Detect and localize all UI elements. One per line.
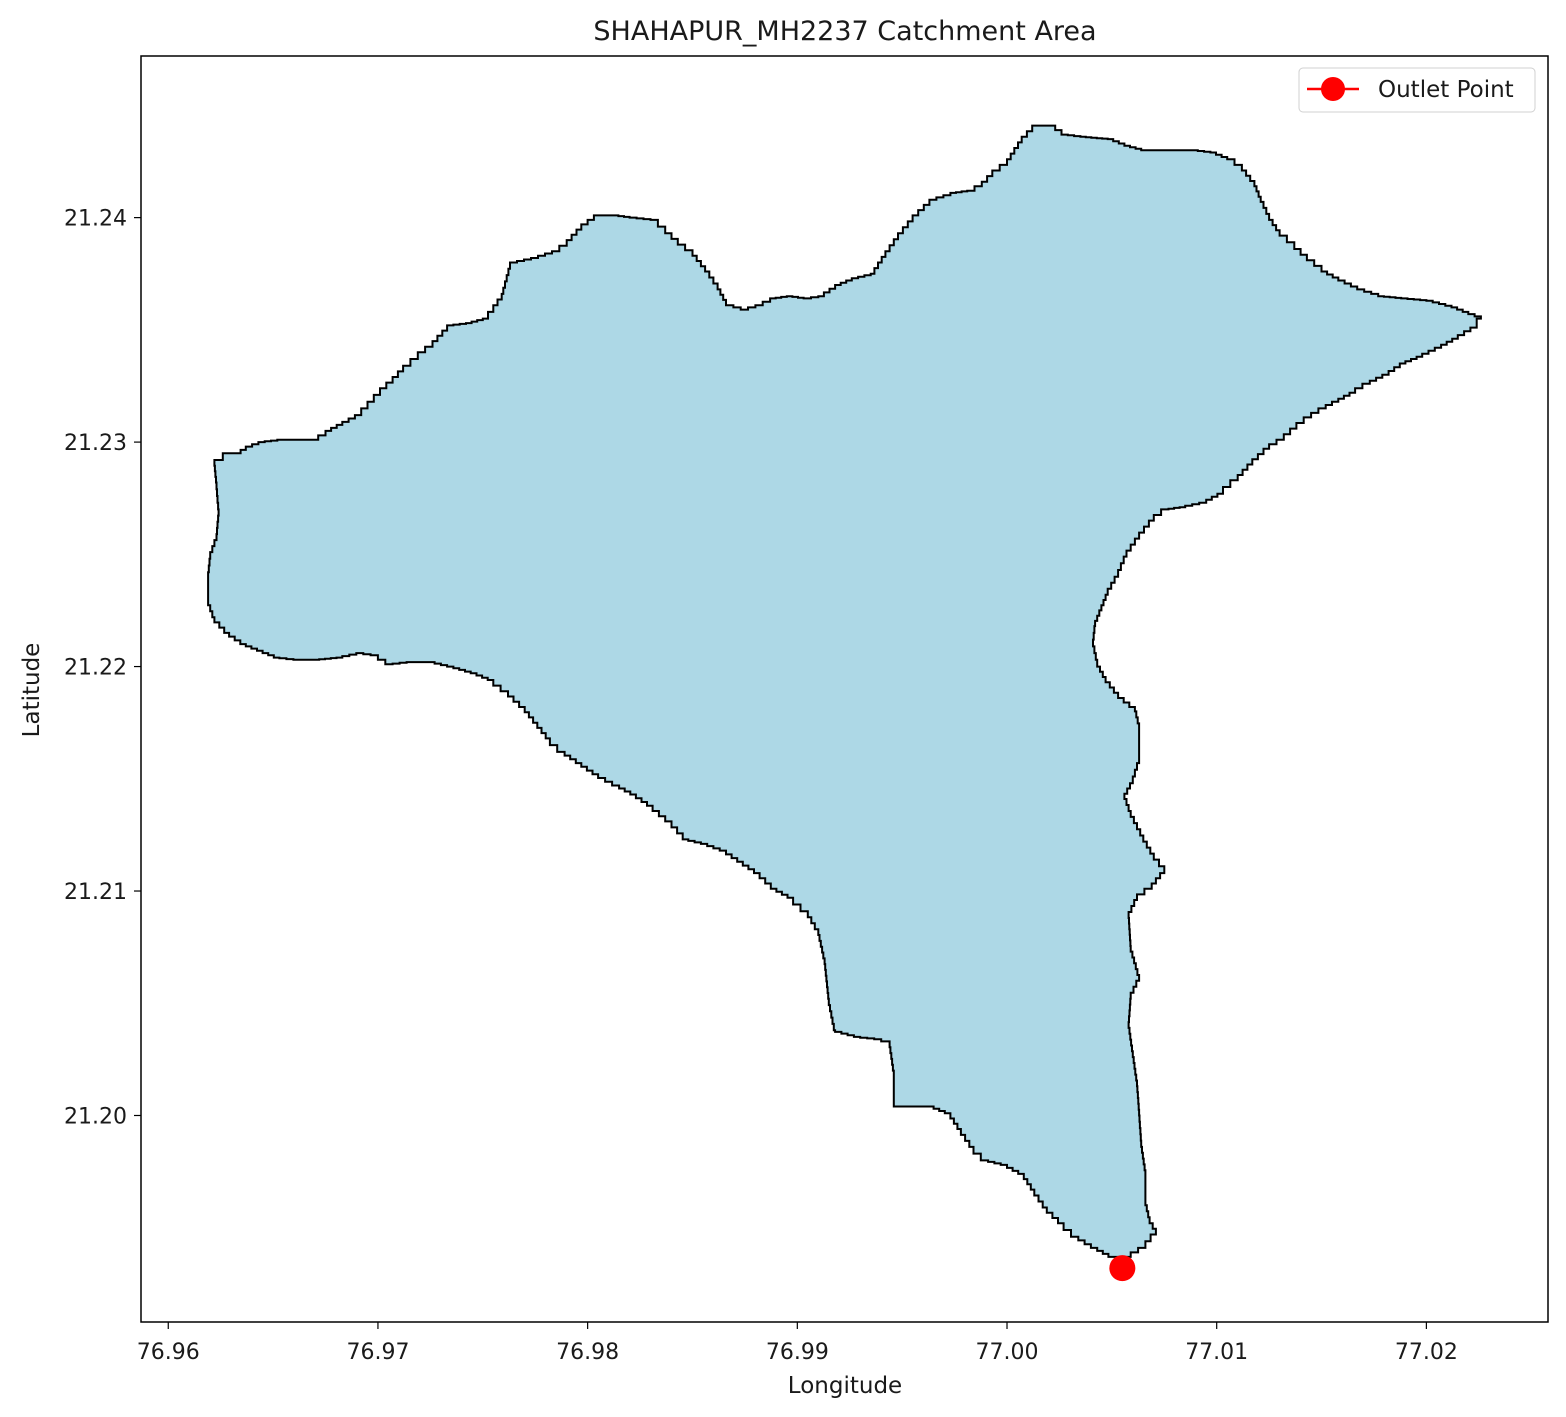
y-tick-label: 21.22	[64, 656, 127, 681]
x-tick-label: 77.00	[976, 1340, 1039, 1365]
x-tick-label: 76.98	[556, 1340, 619, 1365]
x-tick-label: 76.99	[766, 1340, 829, 1365]
y-tick-label: 21.23	[64, 431, 127, 456]
x-axis-ticks: 76.96 76.97 76.98 76.99 77.00 77.01 77.02	[137, 1322, 1458, 1365]
legend: Outlet Point	[1298, 67, 1536, 113]
x-axis-label: Longitude	[788, 1373, 902, 1399]
y-tick-label: 21.20	[64, 1104, 127, 1129]
y-axis-ticks: 21.20 21.21 21.22 21.23 21.24	[64, 207, 141, 1129]
outlet-point-marker	[1109, 1255, 1136, 1282]
legend-label-outlet-point: Outlet Point	[1378, 77, 1514, 103]
map-title: SHAHAPUR_MH2237 Catchment Area	[593, 16, 1096, 47]
y-tick-label: 21.21	[64, 880, 127, 905]
x-tick-label: 76.96	[137, 1340, 200, 1365]
x-tick-label: 76.97	[346, 1340, 409, 1365]
y-axis-label: Latitude	[19, 643, 45, 738]
legend-box	[1298, 67, 1536, 113]
axes-frame	[140, 55, 1549, 1323]
plot-area	[207, 124, 1482, 1282]
catchment-polygon	[207, 124, 1482, 1258]
x-tick-label: 77.02	[1395, 1340, 1458, 1365]
y-tick-label: 21.24	[64, 207, 127, 232]
legend-outlet-marker	[1321, 77, 1345, 101]
x-tick-label: 77.01	[1185, 1340, 1248, 1365]
